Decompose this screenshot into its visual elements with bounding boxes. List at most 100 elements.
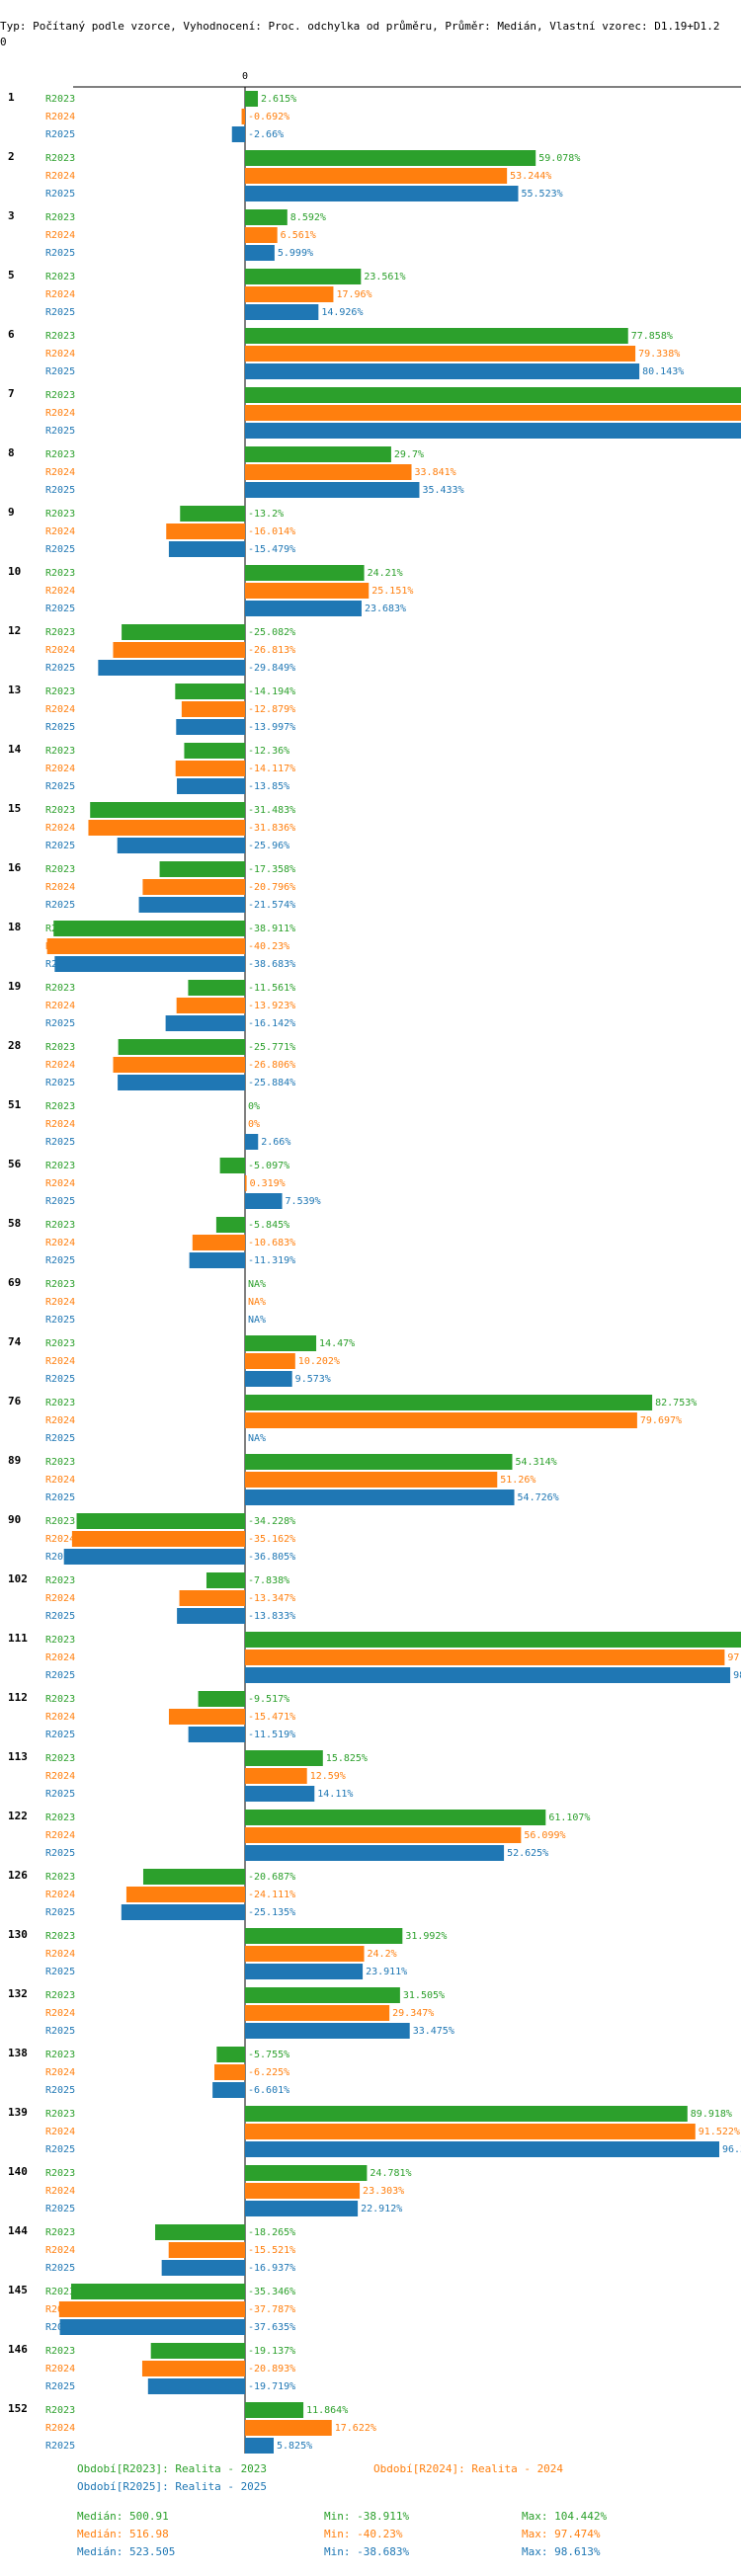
- bar-126-R2025: [121, 1904, 245, 1920]
- data-label-140-R2024: 23.303%: [363, 2186, 404, 2197]
- data-label-90-R2024: -35.162%: [248, 1534, 295, 1545]
- data-label-139-R2023: 89.918%: [691, 2109, 732, 2120]
- data-label-140-R2023: 24.781%: [370, 2168, 411, 2179]
- group-label-9: 9: [8, 506, 15, 519]
- bar-7-R2024: [245, 405, 741, 421]
- data-label-2-R2025: 55.523%: [522, 189, 563, 200]
- series-label-10-R2025: R2025: [45, 604, 75, 614]
- data-label-132-R2024: 29.347%: [392, 2008, 434, 2019]
- bar-89-R2024: [245, 1472, 498, 1488]
- group-label-122: 122: [8, 1810, 28, 1822]
- data-label-9-R2024: -16.014%: [248, 526, 295, 537]
- bar-138-R2024: [213, 2064, 245, 2080]
- bar-2-R2025: [245, 186, 519, 201]
- bar-122-R2023: [245, 1810, 546, 1825]
- series-label-3-R2023: R2023: [45, 212, 75, 223]
- bar-112-R2023: [198, 1691, 245, 1707]
- group-label-152: 152: [8, 2402, 28, 2415]
- data-label-9-R2025: -15.479%: [248, 544, 295, 555]
- bar-18-R2024: [46, 938, 245, 954]
- bar-126-R2023: [142, 1869, 245, 1885]
- series-label-126-R2024: R2024: [45, 1890, 75, 1900]
- data-label-111-R2024: 97.474%: [727, 1652, 741, 1663]
- series-label-112-R2023: R2023: [45, 1694, 75, 1705]
- data-label-89-R2025: 54.726%: [518, 1492, 559, 1503]
- group-label-8: 8: [8, 446, 15, 459]
- bar-13-R2023: [175, 684, 245, 699]
- data-label-2-R2024: 53.244%: [510, 171, 551, 182]
- series-label-14-R2023: R2023: [45, 746, 75, 757]
- data-label-51-R2025: 2.66%: [261, 1137, 290, 1148]
- series-label-19-R2025: R2025: [45, 1018, 75, 1029]
- group-label-56: 56: [8, 1158, 22, 1170]
- bar-112-R2025: [188, 1727, 245, 1742]
- series-label-89-R2024: R2024: [45, 1475, 75, 1486]
- data-label-140-R2025: 22.912%: [361, 2204, 402, 2214]
- data-label-9-R2023: -13.2%: [248, 509, 284, 520]
- series-label-51-R2023: R2023: [45, 1101, 75, 1112]
- bar-7-R2025: [245, 423, 741, 439]
- series-label-16-R2024: R2024: [45, 882, 75, 893]
- data-label-74-R2024: 10.202%: [298, 1356, 340, 1367]
- bar-152-R2024: [245, 2420, 332, 2436]
- bar-16-R2023: [159, 861, 245, 877]
- series-label-126-R2023: R2023: [45, 1872, 75, 1883]
- bar-18-R2025: [54, 956, 246, 972]
- data-label-10-R2023: 24.21%: [368, 568, 403, 579]
- data-label-145-R2023: -35.346%: [248, 2287, 295, 2297]
- series-label-6-R2023: R2023: [45, 331, 75, 342]
- data-label-126-R2023: -20.687%: [248, 1872, 295, 1883]
- series-label-15-R2025: R2025: [45, 841, 75, 851]
- series-label-1-R2023: R2023: [45, 94, 75, 105]
- bar-102-R2024: [179, 1590, 245, 1606]
- stat-max-r2025: Max: 98.613%: [522, 2545, 601, 2558]
- bar-9-R2024: [166, 523, 245, 539]
- data-label-132-R2025: 33.475%: [413, 2026, 454, 2037]
- series-label-140-R2023: R2023: [45, 2168, 75, 2179]
- data-label-8-R2025: 35.433%: [422, 485, 463, 496]
- group-label-14: 14: [8, 743, 22, 756]
- data-label-122-R2023: 61.107%: [548, 1812, 590, 1823]
- series-label-69-R2024: R2024: [45, 1297, 75, 1308]
- bar-56-R2024: [245, 1175, 247, 1191]
- bar-145-R2023: [70, 2284, 245, 2299]
- series-label-140-R2024: R2024: [45, 2186, 75, 2197]
- group-label-89: 89: [8, 1454, 21, 1467]
- data-label-5-R2023: 23.561%: [364, 272, 405, 282]
- group-label-19: 19: [8, 980, 21, 993]
- bar-28-R2025: [118, 1075, 245, 1090]
- series-label-69-R2025: R2025: [45, 1315, 75, 1326]
- data-label-56-R2023: -5.097%: [248, 1161, 289, 1171]
- group-label-139: 139: [8, 2106, 28, 2119]
- bar-7-R2023: [245, 387, 741, 403]
- bar-90-R2024: [71, 1531, 245, 1547]
- series-label-152-R2024: R2024: [45, 2423, 75, 2434]
- group-label-13: 13: [8, 684, 21, 696]
- data-label-144-R2024: -15.521%: [248, 2245, 295, 2256]
- bar-5-R2025: [245, 304, 319, 320]
- bar-111-R2024: [245, 1650, 725, 1665]
- series-label-10-R2024: R2024: [45, 586, 75, 597]
- data-label-90-R2025: -36.805%: [248, 1552, 295, 1563]
- bar-113-R2025: [245, 1786, 315, 1802]
- series-label-2-R2023: R2023: [45, 153, 75, 164]
- data-label-152-R2023: 11.864%: [306, 2405, 348, 2416]
- bar-6-R2025: [245, 363, 640, 379]
- data-label-144-R2025: -16.937%: [248, 2263, 295, 2274]
- series-label-28-R2023: R2023: [45, 1042, 75, 1053]
- bar-76-R2024: [245, 1412, 637, 1428]
- bar-152-R2023: [245, 2402, 304, 2418]
- data-label-130-R2023: 31.992%: [405, 1931, 447, 1942]
- bar-146-R2024: [141, 2361, 245, 2376]
- bar-144-R2025: [161, 2260, 245, 2276]
- group-label-76: 76: [8, 1395, 22, 1408]
- bar-10-R2024: [245, 583, 370, 599]
- bar-102-R2025: [177, 1608, 245, 1624]
- series-label-51-R2025: R2025: [45, 1137, 75, 1148]
- bar-12-R2023: [122, 624, 245, 640]
- stat-max-r2023: Max: 104.442%: [522, 2510, 608, 2523]
- data-label-6-R2024: 79.338%: [638, 349, 680, 360]
- series-label-28-R2025: R2025: [45, 1078, 75, 1088]
- bar-58-R2025: [189, 1252, 245, 1268]
- bar-132-R2024: [245, 2005, 390, 2021]
